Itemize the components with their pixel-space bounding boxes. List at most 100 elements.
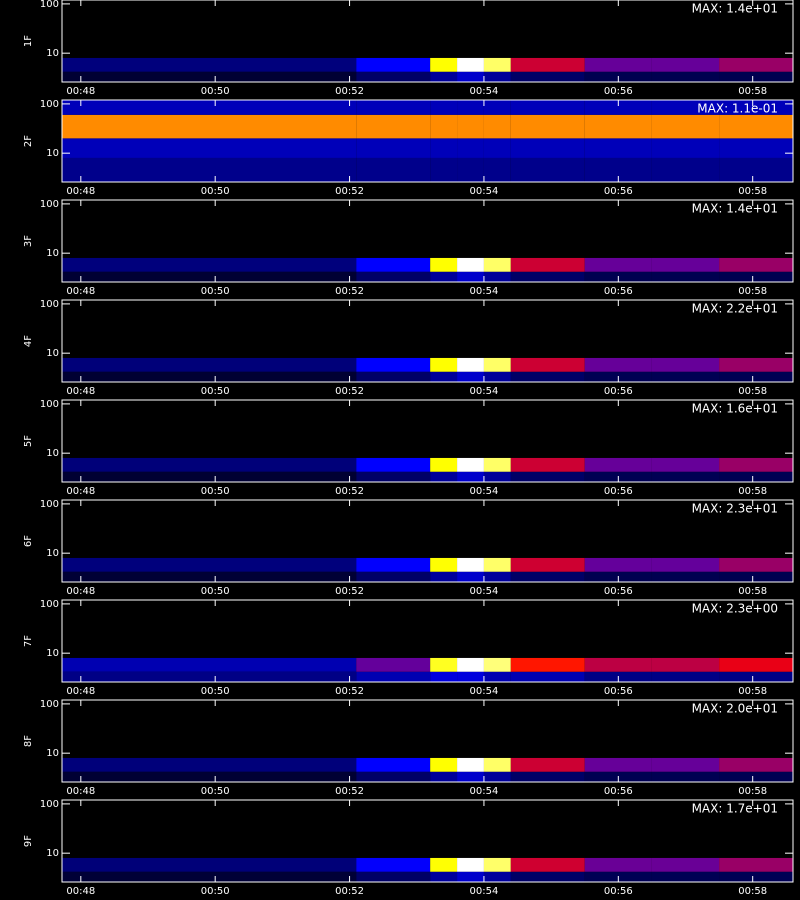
heat-cell [430, 71, 458, 82]
heat-cell [651, 138, 720, 158]
x-tick-label: 00:58 [738, 586, 767, 597]
heat-cell [483, 757, 511, 772]
heat-cell [430, 371, 458, 382]
x-tick-label: 00:54 [470, 186, 499, 197]
heat-cell [62, 371, 357, 382]
heat-cell [457, 257, 484, 272]
x-tick-label: 00:52 [335, 586, 364, 597]
y-tick-label: 100 [40, 699, 59, 710]
x-tick-label: 00:56 [604, 186, 633, 197]
heat-cell [62, 271, 357, 282]
x-tick-label: 00:54 [470, 686, 499, 697]
heat-cell [483, 100, 511, 115]
heat-cell [356, 138, 431, 158]
x-tick-label: 00:54 [470, 586, 499, 597]
heat-cell [510, 671, 585, 682]
heat-cell [483, 114, 511, 139]
heat-cell [457, 871, 484, 882]
x-tick-label: 00:54 [470, 86, 499, 97]
heat-cell [430, 471, 458, 482]
max-label: MAX: 1.1e-01 [697, 102, 778, 116]
heat-cell [510, 657, 585, 672]
heat-cell [62, 57, 357, 72]
heat-cell [510, 557, 585, 572]
x-tick-label: 00:52 [335, 786, 364, 797]
heat-cell [62, 457, 357, 472]
x-tick-label: 00:48 [66, 786, 95, 797]
heat-cell [430, 857, 458, 872]
x-tick-label: 00:54 [470, 386, 499, 397]
x-tick-label: 00:48 [66, 886, 95, 897]
heat-cell [430, 757, 458, 772]
heat-cell [483, 557, 511, 572]
heat-cell [457, 271, 484, 282]
x-tick-label: 00:58 [738, 86, 767, 97]
x-tick-label: 00:56 [604, 386, 633, 397]
y-axis-label: 7F [23, 635, 34, 647]
y-tick-label: 10 [46, 348, 59, 359]
heat-cell [356, 571, 431, 582]
x-tick-label: 00:52 [335, 686, 364, 697]
heat-cell [584, 257, 652, 272]
heat-cell [651, 671, 720, 682]
heat-cell [457, 671, 484, 682]
x-tick-label: 00:56 [604, 486, 633, 497]
heat-cell [584, 100, 652, 115]
plot-frame [61, 499, 794, 583]
x-tick-label: 00:48 [66, 386, 95, 397]
heat-cell [457, 857, 484, 872]
heat-cell [62, 657, 357, 672]
plot-frame [61, 299, 794, 383]
y-tick-label: 100 [40, 199, 59, 210]
heat-cell [483, 871, 511, 882]
heat-cell [584, 657, 652, 672]
heat-cell [719, 457, 793, 472]
heat-cell [510, 857, 585, 872]
heat-cell [483, 771, 511, 782]
heat-cell [457, 557, 484, 572]
heat-cell [651, 471, 720, 482]
heat-cell [356, 114, 431, 139]
heat-cell [430, 257, 458, 272]
y-tick-label: 100 [40, 499, 59, 510]
x-tick-label: 00:50 [201, 286, 230, 297]
x-tick-label: 00:58 [738, 486, 767, 497]
x-tick-label: 00:54 [470, 486, 499, 497]
heat-cell [62, 114, 357, 139]
heat-cell [483, 571, 511, 582]
heat-cell [457, 157, 484, 182]
x-tick-label: 00:50 [201, 786, 230, 797]
heat-cell [510, 471, 585, 482]
y-axis-label: 8F [23, 735, 34, 747]
heat-cell [430, 671, 458, 682]
max-label: MAX: 1.6e+01 [692, 402, 778, 416]
heat-cell [719, 757, 793, 772]
heat-cell [430, 657, 458, 672]
heat-cell [584, 457, 652, 472]
heat-cell [483, 57, 511, 72]
x-tick-label: 00:48 [66, 86, 95, 97]
heat-cell [510, 100, 585, 115]
heat-cell [510, 138, 585, 158]
heat-cell [356, 457, 431, 472]
heat-cell [510, 371, 585, 382]
heat-cell [62, 357, 357, 372]
heat-cell [483, 857, 511, 872]
heat-cell [356, 771, 431, 782]
heat-cell [62, 471, 357, 482]
heat-cell [651, 357, 720, 372]
heat-cell [430, 571, 458, 582]
heat-cell [430, 457, 458, 472]
x-tick-label: 00:48 [66, 286, 95, 297]
x-tick-label: 00:52 [335, 186, 364, 197]
heat-cell [651, 257, 720, 272]
heat-cell [457, 371, 484, 382]
y-axis-label: 1F [23, 35, 34, 47]
x-tick-label: 00:56 [604, 86, 633, 97]
heat-cell [719, 857, 793, 872]
heat-cell [719, 157, 793, 182]
y-axis-label: 9F [23, 835, 34, 847]
heat-cell [510, 571, 585, 582]
